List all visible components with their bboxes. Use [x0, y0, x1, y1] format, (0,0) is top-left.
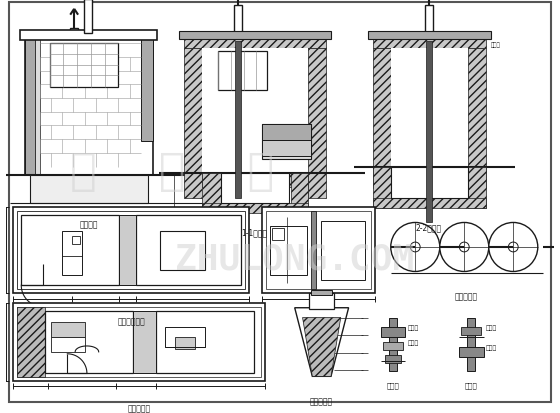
- Bar: [20, 31, 157, 41]
- Bar: [389, 318, 396, 372]
- Text: 基础平面图: 基础平面图: [127, 404, 151, 413]
- Bar: [425, 6, 433, 35]
- Bar: [133, 311, 156, 373]
- Bar: [311, 290, 332, 295]
- Bar: [70, 29, 78, 59]
- Text: 2-2剖面图: 2-2剖面图: [416, 223, 442, 232]
- Polygon shape: [302, 318, 341, 376]
- Bar: [381, 328, 405, 337]
- Bar: [62, 232, 82, 276]
- Bar: [310, 293, 334, 309]
- Bar: [385, 355, 400, 363]
- Bar: [373, 49, 391, 189]
- Bar: [235, 42, 241, 199]
- Bar: [321, 222, 365, 280]
- Bar: [309, 49, 326, 199]
- Text: 立面图: 立面图: [491, 42, 501, 47]
- Text: 正立面图: 正立面图: [80, 220, 98, 229]
- Bar: [25, 39, 152, 176]
- Text: 出水管: 出水管: [408, 339, 419, 345]
- Bar: [141, 39, 152, 142]
- Bar: [262, 141, 311, 157]
- Bar: [218, 52, 267, 91]
- Bar: [468, 167, 486, 208]
- Bar: [165, 328, 204, 347]
- Bar: [84, 0, 92, 34]
- Text: 出水管: 出水管: [408, 325, 419, 330]
- Bar: [25, 39, 35, 176]
- Text: 化粪池平面图: 化粪池平面图: [117, 317, 145, 326]
- Bar: [373, 199, 486, 208]
- Bar: [234, 6, 242, 35]
- Circle shape: [459, 242, 469, 252]
- Bar: [202, 203, 309, 213]
- Text: 化粪池平面图: 化粪池平面图: [304, 317, 332, 326]
- Bar: [179, 32, 331, 40]
- Bar: [202, 49, 309, 199]
- Text: 通气管: 通气管: [465, 381, 478, 388]
- Bar: [262, 207, 375, 293]
- Text: 管道平面图: 管道平面图: [455, 291, 478, 300]
- Bar: [184, 49, 202, 199]
- Bar: [13, 303, 265, 381]
- Bar: [175, 337, 195, 349]
- Bar: [35, 39, 40, 176]
- Text: 筑    龙    网: 筑 龙 网: [70, 150, 274, 192]
- Text: 出水管: 出水管: [386, 381, 399, 388]
- Bar: [202, 174, 309, 188]
- Polygon shape: [295, 308, 349, 376]
- Bar: [461, 328, 481, 335]
- Bar: [21, 215, 119, 285]
- Bar: [383, 342, 403, 350]
- Bar: [221, 174, 289, 203]
- Bar: [391, 49, 468, 189]
- Bar: [119, 215, 136, 285]
- Bar: [50, 337, 85, 352]
- Bar: [368, 32, 491, 40]
- Bar: [459, 347, 484, 357]
- Circle shape: [508, 242, 518, 252]
- Bar: [311, 211, 316, 290]
- Bar: [391, 167, 468, 199]
- Bar: [72, 237, 80, 244]
- Bar: [136, 215, 241, 285]
- Bar: [270, 227, 307, 276]
- Bar: [467, 318, 475, 372]
- Text: ZHULONG.COM: ZHULONG.COM: [175, 242, 414, 276]
- Bar: [426, 42, 432, 223]
- Bar: [45, 311, 133, 373]
- Bar: [30, 176, 148, 203]
- Circle shape: [391, 223, 440, 272]
- Text: 1-1剖面图: 1-1剖面图: [241, 228, 268, 237]
- Bar: [17, 307, 262, 377]
- Bar: [468, 49, 486, 189]
- Bar: [184, 37, 326, 49]
- Circle shape: [410, 242, 420, 252]
- Bar: [262, 125, 311, 159]
- Bar: [373, 167, 391, 208]
- Bar: [202, 174, 221, 213]
- Bar: [262, 125, 311, 141]
- Bar: [13, 207, 249, 293]
- Text: 入水管详图: 入水管详图: [310, 396, 333, 405]
- Bar: [373, 37, 486, 49]
- Bar: [266, 211, 371, 290]
- Bar: [272, 229, 284, 240]
- Text: 通气管: 通气管: [486, 344, 497, 350]
- Bar: [50, 323, 85, 337]
- Bar: [156, 311, 254, 373]
- Bar: [291, 174, 309, 213]
- Circle shape: [489, 223, 538, 272]
- Circle shape: [440, 223, 489, 272]
- Bar: [160, 232, 204, 271]
- Text: 通气管: 通气管: [486, 325, 497, 330]
- Bar: [50, 44, 118, 88]
- Bar: [17, 211, 245, 290]
- Bar: [17, 307, 45, 377]
